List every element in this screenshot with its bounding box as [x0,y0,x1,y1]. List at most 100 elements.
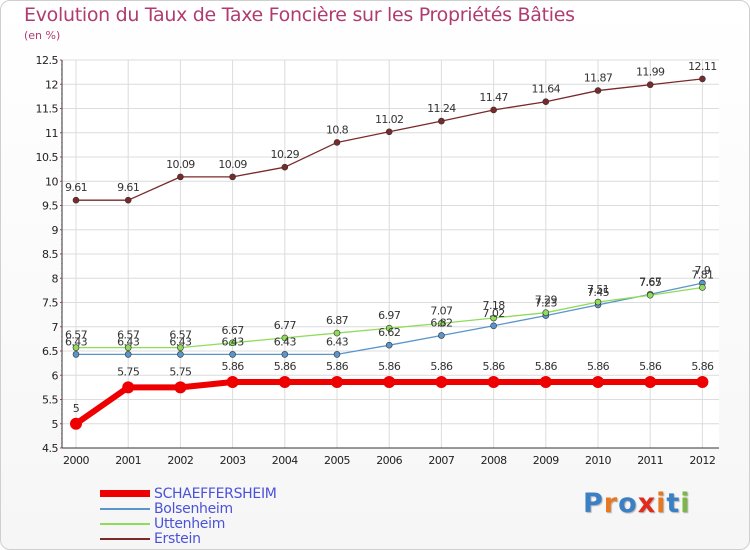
data-label: 6.43 [65,335,88,348]
data-point [177,173,184,181]
y-tick-label: 11 [45,127,58,140]
data-label: 6.77 [274,319,297,332]
data-label: 7.65 [639,276,662,289]
data-label: 10.09 [166,158,195,171]
x-tick-label: 2010 [585,454,611,467]
legend-swatch [100,507,150,510]
data-point [542,98,550,106]
data-point [333,139,341,146]
data-point [124,196,132,204]
x-tick-label: 2001 [115,454,141,467]
data-label: 6.82 [430,316,452,329]
chart-title: Evolution du Taux de Taxe Foncière sur l… [24,4,575,26]
y-tick-label: 6.5 [42,345,58,358]
data-label: 5.86 [222,360,245,373]
data-label: 6.43 [117,335,140,348]
data-label: 11.02 [375,113,404,126]
y-tick-label: 8.5 [42,248,58,261]
data-point [281,351,289,358]
data-label: 6.43 [222,335,245,348]
data-label: 7.07 [430,304,453,317]
data-point [331,376,343,389]
data-point [490,106,497,114]
data-point [490,322,497,330]
data-label: 7.29 [535,294,558,307]
data-label: 10.09 [218,158,247,171]
data-label: 5.86 [691,360,714,373]
y-tick-label: 10.5 [36,151,59,164]
data-point [385,341,393,349]
logo-letter: i [680,488,691,519]
data-label: 7.23 [535,297,558,310]
y-tick-label: 7.5 [42,297,58,310]
data-label: 5.75 [169,365,192,378]
unit-label: (en %) [24,29,61,42]
data-point [490,314,497,322]
data-point [229,173,236,181]
x-tick-label: 2011 [637,454,663,467]
y-tick-label: 12 [45,78,58,91]
x-tick-label: 2007 [428,454,454,467]
data-label: 5.86 [378,360,401,373]
data-point [699,284,706,291]
data-label: 5 [73,402,80,415]
logo-letter: x [637,488,657,519]
y-tick-label: 5 [52,418,59,431]
y-tick-label: 9 [52,224,59,237]
data-point [72,344,80,351]
data-point [438,332,445,339]
data-label: 6.67 [222,324,245,337]
data-point [592,376,604,389]
data-point [699,75,706,83]
y-tick-label: 10 [45,175,58,188]
data-point [333,351,341,358]
data-label: 5.86 [587,360,610,373]
x-tick-label: 2002 [167,454,193,467]
data-point [383,376,396,389]
legend-label: Erstein [154,530,201,547]
data-label: 10.8 [326,123,349,136]
data-label: 9.61 [117,181,139,194]
data-point [542,309,550,316]
data-label: 6.43 [169,335,192,348]
data-point [229,339,236,347]
x-tick-label: 2006 [376,454,402,467]
data-point [385,128,393,136]
y-tick-label: 5.5 [42,394,58,407]
data-label: 6.57 [169,329,192,342]
data-point [333,329,341,337]
data-point [646,291,654,299]
data-point [70,417,82,430]
legend-label: SCHAEFFERSHEIM [154,485,277,502]
data-point [385,324,393,332]
legend-item: Erstein [100,530,277,547]
x-tick-label: 2003 [220,454,246,467]
logo-letter: r [603,488,619,519]
data-point [174,381,187,394]
data-point [281,334,289,342]
data-label: 7.81 [691,268,713,281]
data-point [226,376,239,389]
logo-letter: o [618,488,638,519]
legend-swatch [100,522,150,525]
data-point [229,351,236,358]
proxiti-logo: Proxiti [583,488,691,519]
data-label: 11.87 [584,72,613,85]
data-label: 5.86 [535,360,558,373]
data-point [278,376,291,389]
data-label: 7.67 [639,275,662,288]
y-tick-label: 9.5 [42,200,58,213]
data-label: 6.43 [274,335,297,348]
data-point [124,344,132,351]
data-label: 6.43 [326,335,349,348]
data-point [594,298,602,306]
data-point [72,196,80,204]
data-label: 11.64 [532,83,561,96]
data-label: 5.86 [326,360,349,373]
legend-label: Uttenheim [154,515,226,532]
logo-letter: i [656,488,667,519]
data-label: 6.87 [326,314,349,327]
legend-swatch [100,537,150,540]
data-label: 6.57 [117,329,140,342]
